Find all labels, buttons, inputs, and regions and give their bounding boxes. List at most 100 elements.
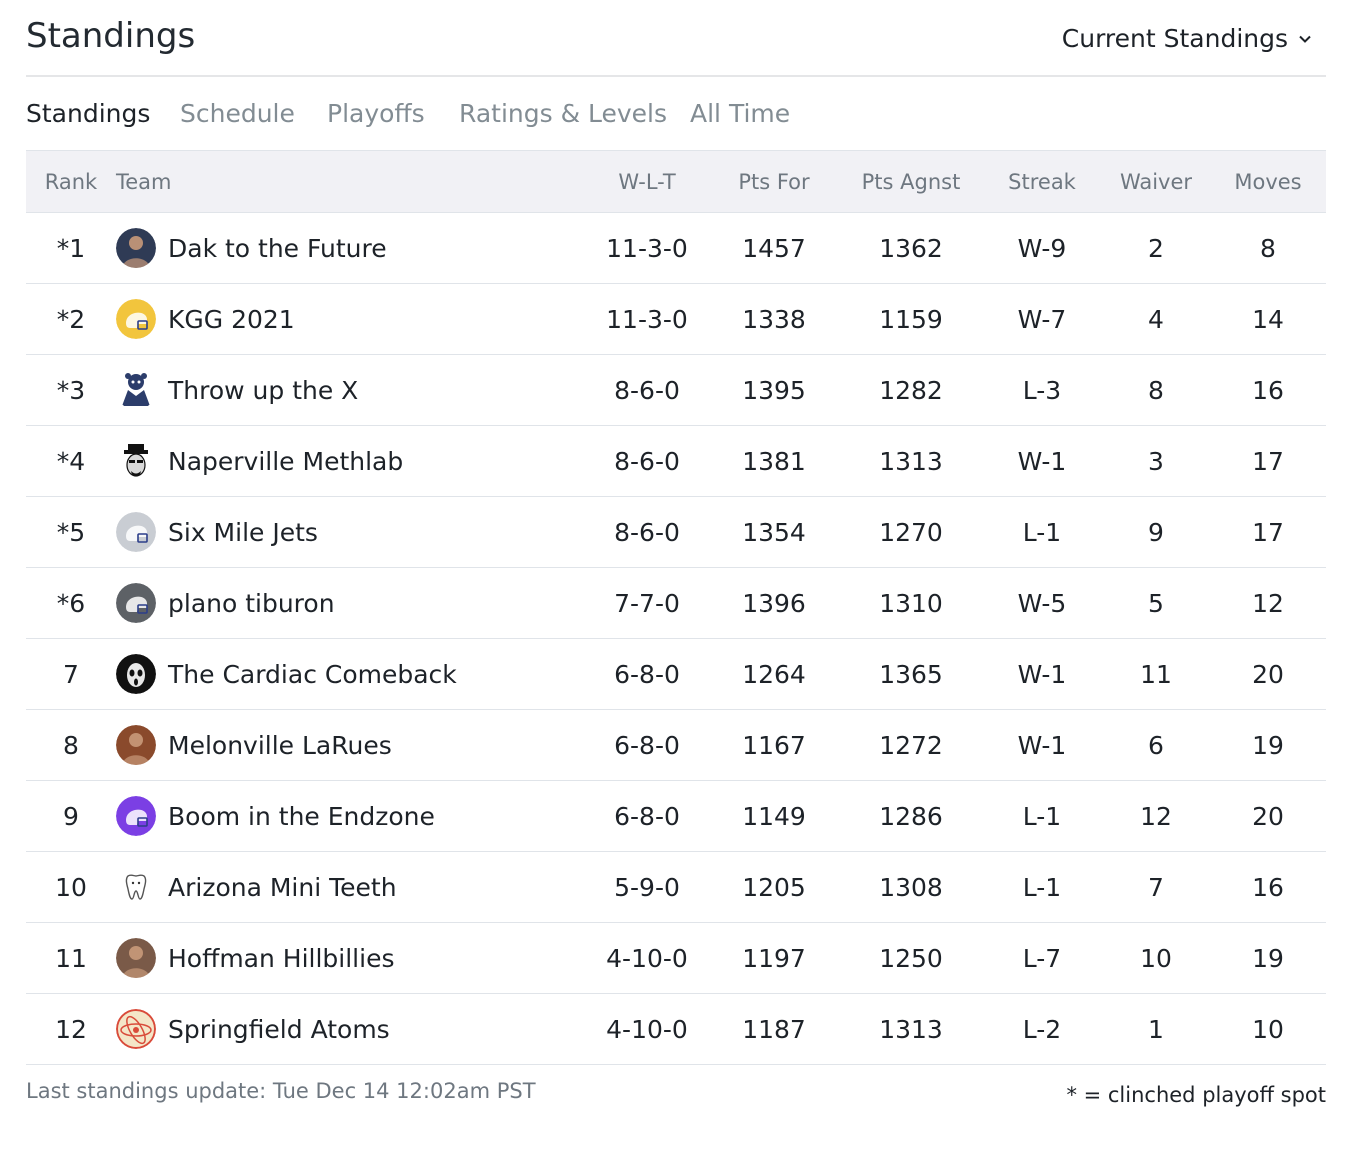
- table-row: *6 plano tiburon 7-7-0 1396 1310 W-5 5 12: [26, 568, 1326, 639]
- col-header-rank: Rank: [44, 169, 98, 194]
- team-logo-helmet-icon[interactable]: [116, 299, 156, 339]
- pts-for-cell: 1167: [742, 730, 806, 760]
- tab-standings[interactable]: Standings: [26, 99, 151, 128]
- waiver-cell: 4: [1148, 304, 1164, 334]
- team-logo-hat-face-avatar[interactable]: [116, 441, 156, 481]
- team-cell: Naperville Methlab: [116, 426, 586, 497]
- rank-cell: 12: [55, 1014, 87, 1044]
- streak-cell: W-7: [1017, 304, 1067, 334]
- tab-all-time[interactable]: All Time: [690, 99, 791, 128]
- team-name-link[interactable]: Hoffman Hillbillies: [168, 943, 395, 973]
- team-logo-photo-avatar[interactable]: [116, 938, 156, 978]
- team-name-link[interactable]: Melonville LaRues: [168, 730, 392, 760]
- streak-cell: L-1: [1022, 872, 1062, 902]
- pts-for-cell: 1205: [742, 872, 806, 902]
- wlt-cell: 11-3-0: [606, 233, 688, 263]
- streak-cell: L-3: [1022, 375, 1062, 405]
- team-name-link[interactable]: Springfield Atoms: [168, 1014, 390, 1044]
- moves-cell: 16: [1252, 872, 1284, 902]
- tab-schedule[interactable]: Schedule: [180, 99, 295, 128]
- streak-cell: W-5: [1017, 588, 1067, 618]
- table-row: *4 Naperville Methlab 8-6-0 1381 1313 W-1 3 17: [26, 426, 1326, 497]
- table-row: *1 Dak to the Future 11-3-0 1457 1362 W-9 2 8: [26, 213, 1326, 284]
- team-logo-helmet-icon[interactable]: [116, 512, 156, 552]
- col-header-team: Team: [116, 169, 172, 194]
- streak-cell: W-1: [1017, 446, 1067, 476]
- team-cell: Six Mile Jets: [116, 497, 586, 568]
- wlt-cell: 8-6-0: [614, 375, 680, 405]
- wlt-cell: 6-8-0: [614, 730, 680, 760]
- team-name-link[interactable]: Dak to the Future: [168, 233, 387, 263]
- streak-cell: L-2: [1022, 1014, 1062, 1044]
- rank-cell: 11: [55, 943, 87, 973]
- pts-for-cell: 1149: [742, 801, 806, 831]
- table-row: 8 Melonville LaRues 6-8-0 1167 1272 W-1 6 19: [26, 710, 1326, 781]
- rank-cell: 10: [55, 872, 87, 902]
- waiver-cell: 1: [1148, 1014, 1164, 1044]
- table-header-row: Rank Team W-L-T Pts For Pts Agnst Streak…: [26, 150, 1326, 213]
- pts-agnst-cell: 1362: [879, 233, 943, 263]
- team-cell: plano tiburon: [116, 568, 586, 639]
- pts-agnst-cell: 1282: [879, 375, 943, 405]
- pts-agnst-cell: 1313: [879, 1014, 943, 1044]
- table-row: 11 Hoffman Hillbillies 4-10-0 1197 1250 L-7 10…: [26, 923, 1326, 994]
- pts-agnst-cell: 1365: [879, 659, 943, 689]
- team-name-link[interactable]: plano tiburon: [168, 588, 335, 618]
- rank-cell: 9: [63, 801, 79, 831]
- team-name-link[interactable]: Six Mile Jets: [168, 517, 318, 547]
- team-entry: Springfield Atoms: [116, 1009, 586, 1049]
- pts-for-cell: 1354: [742, 517, 806, 547]
- wlt-cell: 5-9-0: [614, 872, 680, 902]
- col-header-waiver: Waiver: [1119, 169, 1193, 194]
- team-logo-photo-avatar[interactable]: [116, 228, 156, 268]
- pts-for-cell: 1197: [742, 943, 806, 973]
- team-cell: The Cardiac Comeback: [116, 639, 586, 710]
- pts-for-cell: 1187: [742, 1014, 806, 1044]
- col-header-pts-agnst: Pts Agnst: [861, 169, 961, 194]
- rank-cell: *4: [56, 446, 86, 476]
- team-cell: Melonville LaRues: [116, 710, 586, 781]
- team-name-link[interactable]: Naperville Methlab: [168, 446, 404, 476]
- team-logo-helmet-icon[interactable]: [116, 796, 156, 836]
- team-entry: Dak to the Future: [116, 228, 586, 268]
- moves-cell: 8: [1260, 233, 1276, 263]
- team-cell: Dak to the Future: [116, 213, 586, 284]
- standings-view-dropdown[interactable]: Current Standings: [1062, 24, 1312, 53]
- streak-cell: L-7: [1022, 943, 1062, 973]
- wlt-cell: 6-8-0: [614, 659, 680, 689]
- team-logo-atoms-logo[interactable]: [116, 1009, 156, 1049]
- team-name-link[interactable]: KGG 2021: [168, 304, 295, 334]
- tab-bar: Standings Schedule Playoffs Ratings & Le…: [26, 77, 1326, 150]
- team-logo-helmet-icon[interactable]: [116, 583, 156, 623]
- team-logo-tooth-icon[interactable]: [116, 867, 156, 907]
- wlt-cell: 8-6-0: [614, 446, 680, 476]
- waiver-cell: 12: [1140, 801, 1172, 831]
- team-logo-mask-avatar[interactable]: [116, 654, 156, 694]
- team-name-link[interactable]: Boom in the Endzone: [168, 801, 435, 831]
- moves-cell: 12: [1252, 588, 1284, 618]
- team-entry: Naperville Methlab: [116, 441, 586, 481]
- tab-playoffs[interactable]: Playoffs: [327, 99, 425, 128]
- pts-agnst-cell: 1313: [879, 446, 943, 476]
- waiver-cell: 6: [1148, 730, 1164, 760]
- moves-cell: 19: [1252, 943, 1284, 973]
- rank-cell: 7: [63, 659, 79, 689]
- waiver-cell: 9: [1148, 517, 1164, 547]
- moves-cell: 17: [1252, 446, 1284, 476]
- team-entry: The Cardiac Comeback: [116, 654, 586, 694]
- team-logo-photo-avatar[interactable]: [116, 725, 156, 765]
- pts-agnst-cell: 1270: [879, 517, 943, 547]
- chevron-down-icon: [1299, 35, 1311, 43]
- team-name-link[interactable]: Arizona Mini Teeth: [168, 872, 397, 902]
- pts-for-cell: 1457: [742, 233, 806, 263]
- team-logo-mascot-avatar[interactable]: [116, 370, 156, 410]
- pts-agnst-cell: 1159: [879, 304, 943, 334]
- team-cell: Boom in the Endzone: [116, 781, 586, 852]
- rank-cell: *3: [56, 375, 86, 405]
- pts-for-cell: 1396: [742, 588, 806, 618]
- team-entry: Arizona Mini Teeth: [116, 867, 586, 907]
- tab-ratings-levels[interactable]: Ratings & Levels: [459, 99, 668, 128]
- team-name-link[interactable]: Throw up the X: [168, 375, 359, 405]
- moves-cell: 20: [1252, 801, 1284, 831]
- team-name-link[interactable]: The Cardiac Comeback: [168, 659, 457, 689]
